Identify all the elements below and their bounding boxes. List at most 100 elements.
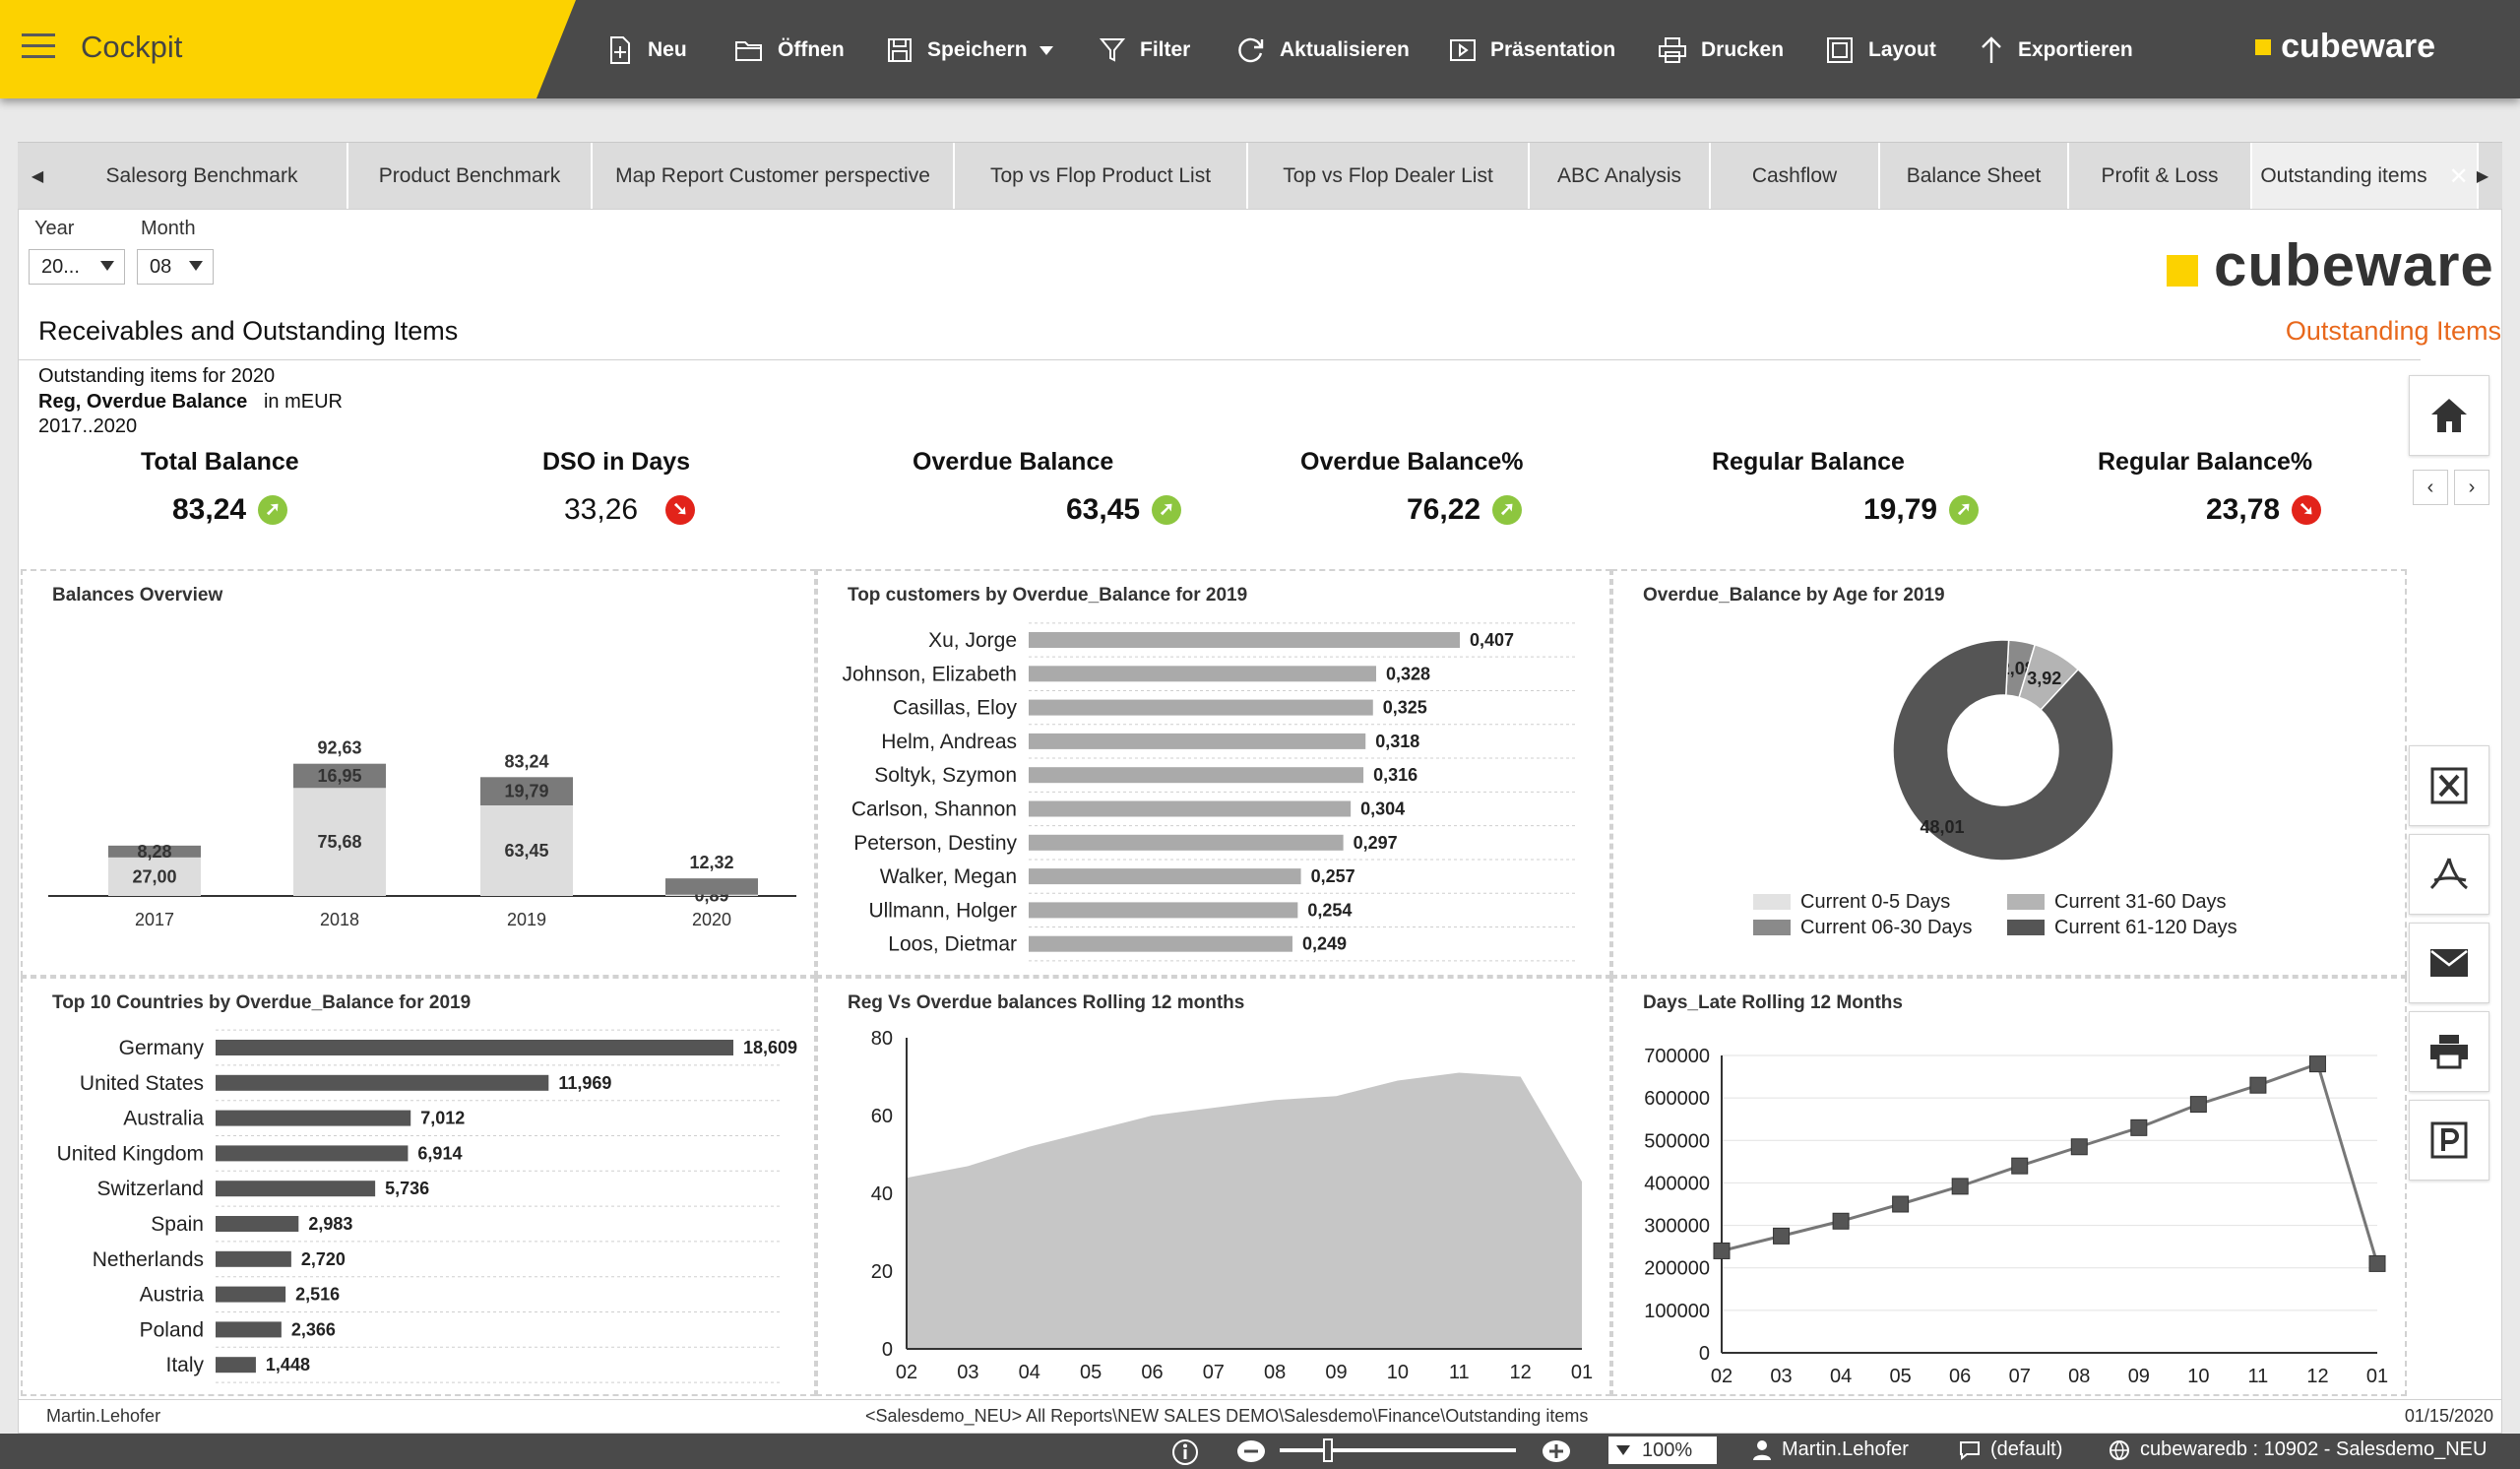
category-label: Switzerland [96,1178,204,1200]
export-pdf-button[interactable] [2409,834,2489,915]
y-tick-label: 700000 [1644,1046,1710,1067]
bar [1029,834,1344,851]
tab-top-flop-product[interactable]: Top vs Flop Product List [955,143,1248,210]
status-locale: (default) [1959,1438,2062,1461]
hamburger-menu-icon[interactable] [22,33,55,63]
y-tick-label: 300000 [1644,1216,1710,1238]
print-button[interactable]: Drucken [1658,32,1784,69]
tab-map-report[interactable]: Map Report Customer perspective [593,143,955,210]
tab-scroll-right-icon[interactable]: ▶ [2476,168,2489,185]
tab-balance-sheet[interactable]: Balance Sheet [1880,143,2069,210]
value-label: 0,297 [1354,833,1398,853]
category-label: Walker, Megan [880,865,1017,888]
month-label: Month [141,218,196,239]
legend-swatch [1753,894,1791,910]
category-label: Austria [140,1284,205,1307]
x-tick-label: 05 [1890,1366,1912,1387]
print-icon [2430,1035,2468,1069]
zoom-out-icon [1237,1440,1265,1462]
save-button[interactable]: Speichern [886,32,1053,69]
year-label: Year [34,218,75,239]
refresh-button[interactable]: Aktualisieren [1236,32,1410,69]
top-countries-chart: Germany 18,609 United States 11,969 Australi… [57,1029,797,1383]
value-label: 0,407 [1470,630,1514,650]
balances-overview-chart: 27,00 8,28 2017 75,68 16,95 92,63 2018 63,45 19,… [48,738,796,929]
export-powerpoint-button[interactable] [2409,1100,2489,1181]
tab-product-benchmark[interactable]: Product Benchmark [348,143,593,210]
zoom-slider-handle[interactable] [1323,1438,1333,1462]
category-label: Peterson, Destiny [853,832,1017,855]
bar [1029,632,1460,648]
zoom-out-button[interactable] [1236,1438,1266,1464]
x-tick-label: 02 [1711,1366,1732,1387]
x-tick-label: 08 [1264,1362,1286,1383]
data-point [2011,1157,2029,1175]
bar [1029,699,1373,716]
export-excel-button[interactable] [2409,745,2489,826]
kpi-dso-label: DSO in Days [542,448,691,476]
x-tick-label: 08 [2068,1366,2090,1387]
zoom-slider-track[interactable] [1280,1448,1516,1452]
kpi-dso: 33,26 ➘ [564,493,696,527]
info-icon[interactable] [1171,1438,1199,1466]
category-label: Australia [123,1108,204,1130]
data-point [1713,1242,1731,1259]
email-button[interactable] [2409,923,2489,1003]
year-select[interactable]: 20... [29,249,125,285]
filter-button[interactable]: Filter [1099,32,1190,69]
bar-segment [665,894,758,896]
x-tick-label: 10 [2187,1366,2209,1387]
top-toolbar: Cockpit Neu Öffnen Speichern Filter Aktu… [0,0,2520,98]
tab-salesorg-benchmark[interactable]: Salesorg Benchmark [57,143,348,210]
value-label: 6,914 [417,1143,462,1163]
month-select[interactable]: 08 [137,249,214,285]
value-label: 0,254 [1307,900,1352,920]
tab-scroll-left-icon[interactable]: ◀ [31,168,44,185]
x-tick-label: 04 [1830,1366,1852,1387]
report-logo: cubeware [2167,231,2494,299]
tab-profit-loss[interactable]: Profit & Loss [2069,143,2252,210]
x-tick-label: 06 [1141,1362,1163,1383]
data-point [1832,1212,1850,1230]
panel-days-late: Days_Late Rolling 12 Months 0 100000 20000… [1611,977,2407,1396]
y-tick-label: 500000 [1644,1130,1710,1152]
layout-button[interactable]: Layout [1825,32,1936,69]
tab-outstanding-items[interactable]: Outstanding items ✕ [2252,143,2479,210]
legend-swatch [2007,894,2045,910]
export-button[interactable]: Exportieren [1979,32,2133,69]
tab-top-flop-dealer[interactable]: Top vs Flop Dealer List [1248,143,1530,210]
bar [1029,666,1376,682]
bar-segment [293,763,386,789]
chevron-down-icon[interactable] [1039,45,1053,55]
legend-label: Current 61-120 Days [2054,917,2237,938]
tab-bar: ◀ Salesorg Benchmark Product Benchmark M… [18,142,2502,210]
tab-cashflow[interactable]: Cashflow [1711,143,1880,210]
zoom-in-button[interactable] [1542,1438,1571,1464]
x-tick-label: 11 [2248,1366,2269,1387]
bar [216,1110,411,1126]
layout-icon [1827,37,1853,63]
x-tick-label: 11 [1449,1362,1470,1383]
close-icon[interactable]: ✕ [2448,162,2469,190]
zoom-select[interactable]: 100% [1608,1437,1717,1464]
chevron-down-icon [189,261,203,271]
page-subtitle: Outstanding Items [2285,316,2501,346]
legend-swatch [2007,920,2045,935]
prev-page-button[interactable]: ‹ [2413,470,2448,505]
home-button[interactable] [2409,375,2489,456]
print-report-button[interactable] [2409,1011,2489,1092]
data-point [1892,1195,1910,1213]
report-footer: Martin.Lehofer <Salesdemo_NEU> All Repor… [19,1399,2501,1433]
x-tick-label: 10 [1387,1362,1409,1383]
open-button[interactable]: Öffnen [734,32,845,69]
tab-abc-analysis[interactable]: ABC Analysis [1530,143,1711,210]
y-tick-label: 100000 [1644,1301,1710,1322]
new-button[interactable]: Neu [606,32,687,69]
kpi-total-balance-label: Total Balance [141,448,299,476]
category-label: Casillas, Eloy [893,697,1018,720]
presentation-button[interactable]: Präsentation [1449,32,1615,69]
value-label: 11,969 [558,1073,611,1093]
next-page-button[interactable]: › [2454,470,2489,505]
x-tick-label: 06 [1949,1366,1971,1387]
slice-label: 3,92 [2027,669,2061,688]
